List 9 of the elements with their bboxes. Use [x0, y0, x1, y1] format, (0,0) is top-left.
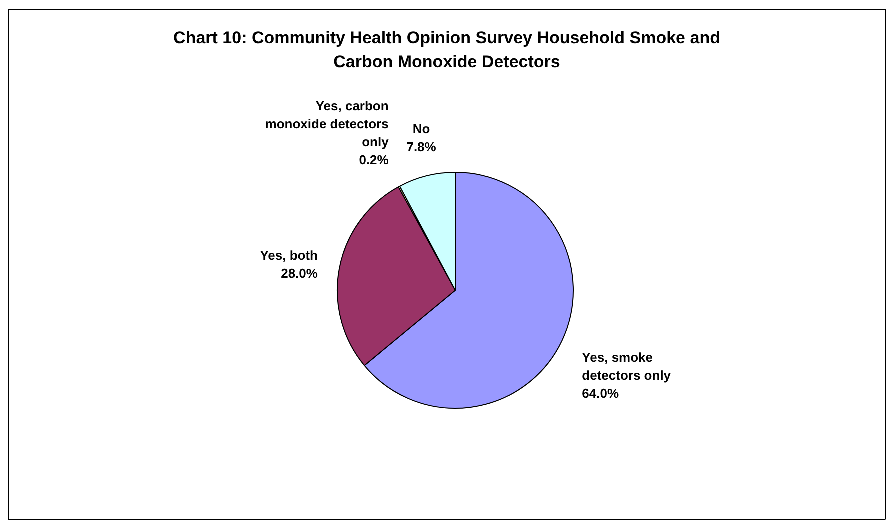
data-label: 64.0%	[582, 386, 620, 402]
data-label: 7.8%	[406, 140, 437, 155]
slice-label: Yes, carbon monoxide detectors only	[265, 98, 390, 150]
data-label: 0.2%	[359, 152, 390, 168]
data-label: 28.0%	[281, 266, 318, 281]
chart-title: Chart 10: Community Health Opinion Survey Household Smoke and Carbon Monoxide Detectors	[174, 28, 720, 72]
slice-label: Yes, both	[260, 248, 318, 263]
slice-label: Yes, smoke detectors only	[582, 350, 672, 384]
slice-label: No	[412, 122, 430, 137]
